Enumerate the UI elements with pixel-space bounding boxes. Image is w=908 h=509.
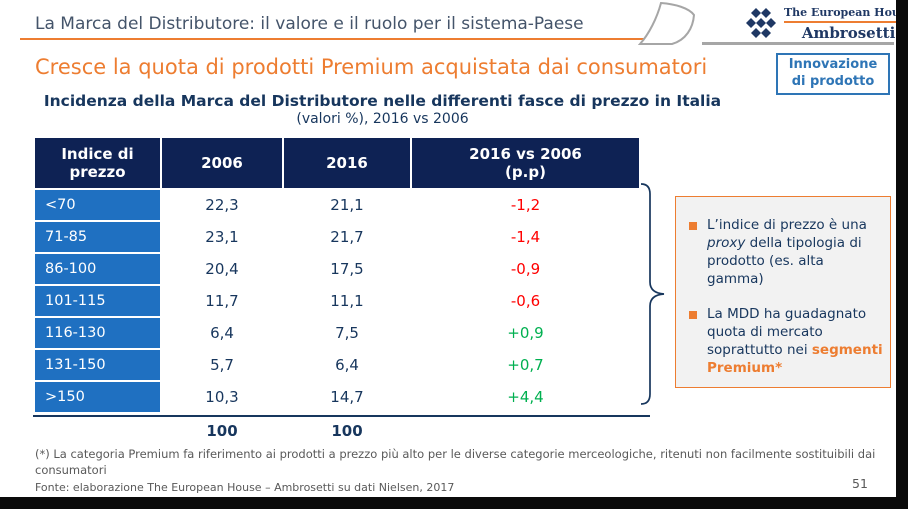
price-index-table: Indice di prezzo 2006 2016 2016 vs 2006 (p… xyxy=(35,138,639,412)
bullet-item: L’indice di prezzo è una proxy della tip… xyxy=(689,217,884,289)
page-number: 51 xyxy=(852,476,868,491)
cell-2006: 6,4 xyxy=(210,324,234,342)
column-header: 2016 vs 2006 (p.p) xyxy=(412,138,639,188)
bullet-square-icon xyxy=(689,310,697,319)
cell-2016: 7,5 xyxy=(335,324,359,342)
chart-subtitle: (valori %), 2016 vs 2006 xyxy=(296,111,469,127)
cell-2016: 14,7 xyxy=(330,388,364,406)
logo-divider xyxy=(784,21,908,23)
row-label: 116-130 xyxy=(35,318,160,348)
cell-2016: 11,1 xyxy=(330,292,364,310)
ambrosetti-logo-mark-icon xyxy=(744,6,778,46)
cell-2006: 10,3 xyxy=(205,388,239,406)
bullet-text: L’indice di prezzo è una proxy della tip… xyxy=(707,217,867,287)
cell-delta: -1,4 xyxy=(510,228,541,246)
badge-line2: di prodotto xyxy=(791,74,875,89)
source-note: Fonte: elaborazione The European House –… xyxy=(35,481,455,494)
logo-line2: Ambrosetti xyxy=(801,24,896,42)
ambrosetti-logo: The European House Ambrosetti xyxy=(744,6,908,46)
cell-2006: 5,7 xyxy=(210,356,234,374)
cell-2006: 23,1 xyxy=(205,228,239,246)
page-title: Cresce la quota di prodotti Premium acqu… xyxy=(35,55,708,79)
row-label: <70 xyxy=(35,190,160,220)
footnote: (*) La categoria Premium fa riferimento … xyxy=(35,447,876,477)
cell-2006: 11,7 xyxy=(205,292,239,310)
badge-line1: Innovazione xyxy=(788,57,878,73)
right-frame-bar xyxy=(896,0,908,509)
column-header: 2016 xyxy=(284,138,410,188)
cell-2016: 21,1 xyxy=(330,196,364,214)
total-2016: 100 xyxy=(331,422,363,440)
column-header: 2006 xyxy=(162,138,282,188)
cell-2006: 22,3 xyxy=(205,196,239,214)
logo-line1: The European House xyxy=(784,6,908,19)
bullet-square-icon xyxy=(689,222,697,230)
row-label: 131-150 xyxy=(35,350,160,380)
row-label: 86-100 xyxy=(35,254,160,284)
annotation-box: L’indice di prezzo è una proxy della tip… xyxy=(675,196,891,388)
row-label: 101-115 xyxy=(35,286,160,316)
chart-title: Incidenza della Marca del Distributore n… xyxy=(43,92,722,110)
cell-2016: 17,5 xyxy=(330,260,364,278)
innovation-badge: Innovazione di prodotto xyxy=(776,53,890,95)
cell-delta: +0,9 xyxy=(507,324,544,342)
ambrosetti-logo-text: The European House Ambrosetti xyxy=(784,6,908,42)
row-label: >150 xyxy=(35,382,160,412)
row-label: 71-85 xyxy=(35,222,160,252)
curly-brace xyxy=(636,182,668,410)
cell-2006: 20,4 xyxy=(205,260,239,278)
cell-delta: +0,7 xyxy=(507,356,544,374)
orange-rule xyxy=(20,38,644,40)
chart-title-block: Incidenza della Marca del Distributore n… xyxy=(25,92,740,127)
bullet-item: La MDD ha guadagnato quota di mercato so… xyxy=(689,306,884,378)
cell-2016: 21,7 xyxy=(330,228,364,246)
cell-delta: +4,4 xyxy=(507,388,544,406)
bullet-text: La MDD ha guadagnato quota di mercato so… xyxy=(707,305,883,376)
cell-delta: -1,2 xyxy=(510,196,541,214)
gray-rule xyxy=(702,42,894,45)
sail-icon xyxy=(637,1,700,50)
cell-2016: 6,4 xyxy=(335,356,359,374)
bottom-frame-bar xyxy=(0,497,908,509)
breadcrumb-title: La Marca del Distributore: il valore e i… xyxy=(35,14,584,34)
cell-delta: -0,6 xyxy=(510,292,541,310)
column-header: Indice di prezzo xyxy=(35,138,160,188)
total-2006: 100 xyxy=(206,422,238,440)
table-total-separator xyxy=(33,415,650,417)
cell-delta: -0,9 xyxy=(510,260,541,278)
